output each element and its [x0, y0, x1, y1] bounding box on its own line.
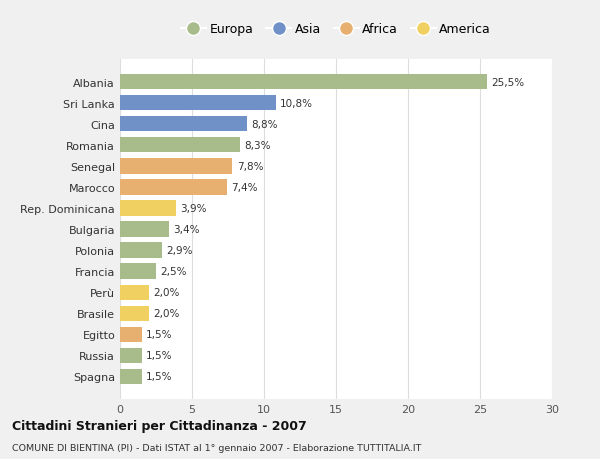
- Bar: [120, 96, 275, 111]
- Bar: [120, 306, 149, 321]
- Bar: [120, 138, 239, 153]
- Bar: [120, 222, 169, 237]
- Text: 1,5%: 1,5%: [146, 350, 172, 360]
- Text: 2,0%: 2,0%: [153, 308, 179, 319]
- Text: 2,5%: 2,5%: [160, 267, 187, 276]
- Bar: [120, 117, 247, 132]
- Text: 8,3%: 8,3%: [244, 140, 271, 151]
- Bar: [120, 327, 142, 342]
- Bar: [120, 264, 156, 279]
- Bar: [120, 348, 142, 363]
- Bar: [120, 75, 487, 90]
- Text: 1,5%: 1,5%: [146, 371, 172, 381]
- Bar: [120, 201, 176, 216]
- Legend: Europa, Asia, Africa, America: Europa, Asia, Africa, America: [176, 18, 496, 41]
- Bar: [120, 243, 162, 258]
- Text: 8,8%: 8,8%: [251, 120, 278, 129]
- Text: 2,0%: 2,0%: [153, 287, 179, 297]
- Bar: [120, 369, 142, 384]
- Text: 7,8%: 7,8%: [236, 162, 263, 172]
- Text: 25,5%: 25,5%: [491, 78, 524, 88]
- Bar: [120, 180, 227, 195]
- Text: 3,4%: 3,4%: [173, 224, 200, 235]
- Text: 10,8%: 10,8%: [280, 99, 313, 109]
- Text: Cittadini Stranieri per Cittadinanza - 2007: Cittadini Stranieri per Cittadinanza - 2…: [12, 419, 307, 432]
- Text: 3,9%: 3,9%: [181, 203, 207, 213]
- Text: 2,9%: 2,9%: [166, 246, 193, 256]
- Text: 7,4%: 7,4%: [231, 183, 257, 192]
- Text: 1,5%: 1,5%: [146, 330, 172, 339]
- Bar: [120, 285, 149, 300]
- Text: COMUNE DI BIENTINA (PI) - Dati ISTAT al 1° gennaio 2007 - Elaborazione TUTTITALI: COMUNE DI BIENTINA (PI) - Dati ISTAT al …: [12, 443, 421, 452]
- Bar: [120, 159, 232, 174]
